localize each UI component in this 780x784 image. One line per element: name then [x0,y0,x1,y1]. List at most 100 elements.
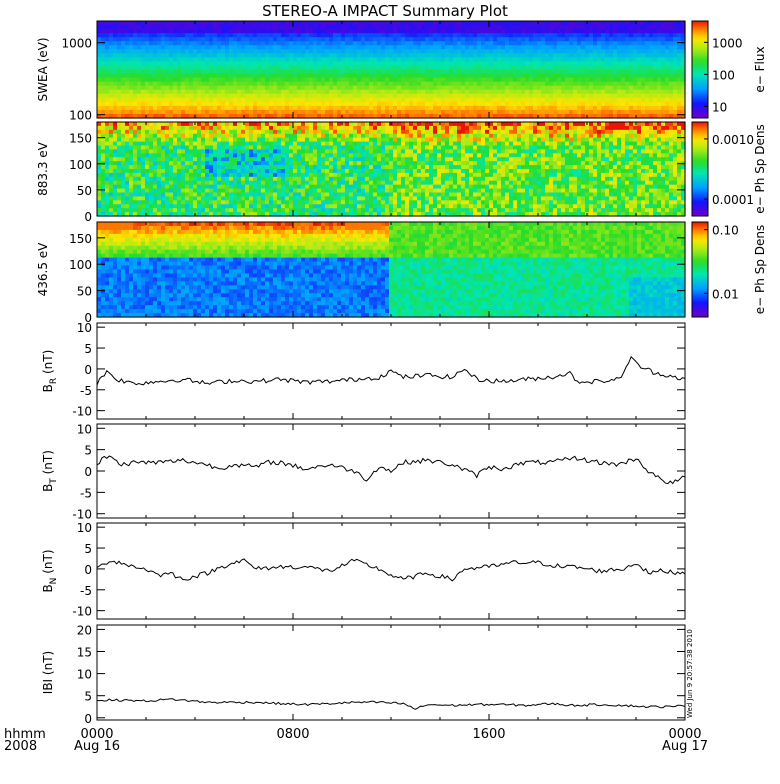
heatmap-cell [137,185,142,190]
heatmap-cell [289,98,294,103]
heatmap-cell [633,70,638,75]
heatmap-cell [285,106,290,111]
heatmap-cell [253,161,258,166]
heatmap-cell [289,37,294,42]
heatmap-cell [225,130,230,135]
heatmap-cell [333,82,338,87]
heatmap-cell [373,110,378,115]
heatmap-cell [521,94,526,99]
heatmap-cell [285,25,290,30]
heatmap-cell [513,78,518,83]
heatmap-cell [209,98,214,103]
heatmap-cell [393,86,398,91]
heatmap-cell [225,37,230,42]
heatmap-cell [221,94,226,99]
heatmap-cell [225,181,230,186]
heatmap-cell [357,98,362,103]
heatmap-cell [593,41,598,46]
heatmap-cell [369,98,374,103]
heatmap-cell [669,98,674,103]
heatmap-cell [249,21,254,26]
heatmap-cell [665,78,670,83]
heatmap-cell [585,78,590,83]
heatmap-swea-cells [97,21,686,119]
heatmap-cell [221,173,226,178]
heatmap-cell [669,82,674,87]
heatmap-cell [105,138,110,143]
heatmap-cell [269,29,274,34]
heatmap-cell [189,173,194,178]
heatmap-cell [533,70,538,75]
heatmap-cell [285,94,290,99]
heatmap-cell [261,165,266,170]
heatmap-cell [453,57,458,62]
heatmap-cell [593,102,598,107]
heatmap-cell [649,82,654,87]
heatmap-cell [229,134,234,139]
heatmap-cell [301,61,306,66]
heatmap-cell [149,185,154,190]
heatmap-cell [157,165,162,170]
heatmap-cell [417,49,422,54]
heatmap-cell [185,208,190,213]
heatmap-cell [253,146,258,151]
heatmap-cell [317,25,322,30]
heatmap-cell [361,57,366,62]
heatmap-cell [197,200,202,205]
heatmap-cell [509,70,514,75]
heatmap-cell [353,21,358,26]
heatmap-cell [161,29,166,34]
heatmap-cell [321,21,326,26]
heatmap-cell [317,37,322,42]
heatmap-cell [441,102,446,107]
heatmap-cell [521,45,526,50]
heatmap-cell [149,21,154,26]
heatmap-cell [153,49,158,54]
heatmap-cell [157,185,162,190]
heatmap-cell [121,185,126,190]
heatmap-cell [405,21,410,26]
heatmap-cell [321,70,326,75]
heatmap-cell [645,33,650,38]
heatmap-cell [149,37,154,42]
heatmap-cell [141,185,146,190]
heatmap-cell [365,65,370,70]
heatmap-cell [297,177,302,182]
heatmap-cell [129,21,134,26]
heatmap-cell [177,94,182,99]
heatmap-cell [229,53,234,58]
heatmap-cell [373,25,378,30]
heatmap-cell [581,57,586,62]
heatmap-cell [341,94,346,99]
heatmap-cell [101,106,106,111]
heatmap-cell [229,65,234,70]
heatmap-cell [241,78,246,83]
heatmap-cell [121,165,126,170]
heatmap-cell [553,82,558,87]
heatmap-cell [461,25,466,30]
heatmap-cell [401,78,406,83]
heatmap-cell [445,45,450,50]
heatmap-cell [453,65,458,70]
heatmap-cell [161,126,166,131]
heatmap-cell [185,181,190,186]
heatmap-cell [449,106,454,111]
heatmap-cell [341,65,346,70]
heatmap-cell [629,41,634,46]
heatmap-cell [213,157,218,162]
heatmap-cell [141,130,146,135]
heatmap-cell [421,65,426,70]
heatmap-cell [169,21,174,26]
heatmap-cell [257,189,262,194]
heatmap-cell [565,37,570,42]
heatmap-cell [525,57,530,62]
heatmap-cell [193,102,198,107]
heatmap-cell [397,94,402,99]
heatmap-cell [225,102,230,107]
heatmap-cell [329,41,334,46]
heatmap-cell [177,122,182,127]
heatmap-cell [241,130,246,135]
heatmap-cell [545,70,550,75]
heatmap-cell [545,53,550,58]
heatmap-cell [121,138,126,143]
